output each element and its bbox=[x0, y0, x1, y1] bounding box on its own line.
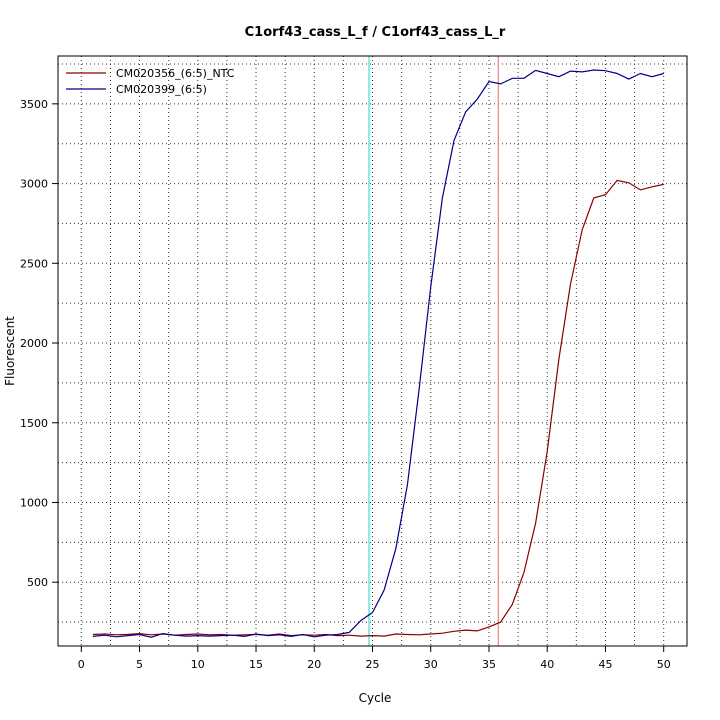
threshold-lines bbox=[368, 56, 499, 646]
y-axis-title: Fluorescent bbox=[3, 316, 17, 386]
series-lines bbox=[92, 69, 664, 638]
legend-label: CM020399_(6:5) bbox=[116, 83, 207, 96]
y-tick-label: 1000 bbox=[20, 496, 48, 509]
x-tick-label: 25 bbox=[366, 658, 380, 671]
x-tick-label: 45 bbox=[598, 658, 612, 671]
x-tick-label: 35 bbox=[482, 658, 496, 671]
y-tick-label: 3000 bbox=[20, 178, 48, 191]
x-tick-label: 50 bbox=[657, 658, 671, 671]
series-line bbox=[92, 69, 664, 638]
x-tick-label: 20 bbox=[307, 658, 321, 671]
y-tick-label: 3500 bbox=[20, 98, 48, 111]
y-tick-label: 2500 bbox=[20, 257, 48, 270]
axes: 0 5 10 15 20 25 30 35 40 45 50 500 1000 1500 2000 2500 3… bbox=[20, 98, 671, 671]
x-tick-label: 40 bbox=[540, 658, 554, 671]
x-axis-title: Cycle bbox=[359, 691, 392, 705]
x-tick-label: 10 bbox=[191, 658, 205, 671]
legend: CM020356_(6:5)_NTC CM020399_(6:5) bbox=[66, 67, 235, 96]
x-tick-label: 15 bbox=[249, 658, 263, 671]
x-tick-label: 30 bbox=[424, 658, 438, 671]
y-tick-label: 2000 bbox=[20, 337, 48, 350]
x-tick-label: 0 bbox=[78, 658, 85, 671]
legend-label: CM020356_(6:5)_NTC bbox=[116, 67, 235, 80]
y-tick-label: 500 bbox=[27, 576, 48, 589]
y-tick-label: 1500 bbox=[20, 417, 48, 430]
grid bbox=[58, 56, 687, 646]
x-tick-label: 5 bbox=[136, 658, 143, 671]
chart-title: C1orf43_cass_L_f / C1orf43_cass_L_r bbox=[245, 25, 506, 40]
series-line bbox=[92, 179, 664, 637]
